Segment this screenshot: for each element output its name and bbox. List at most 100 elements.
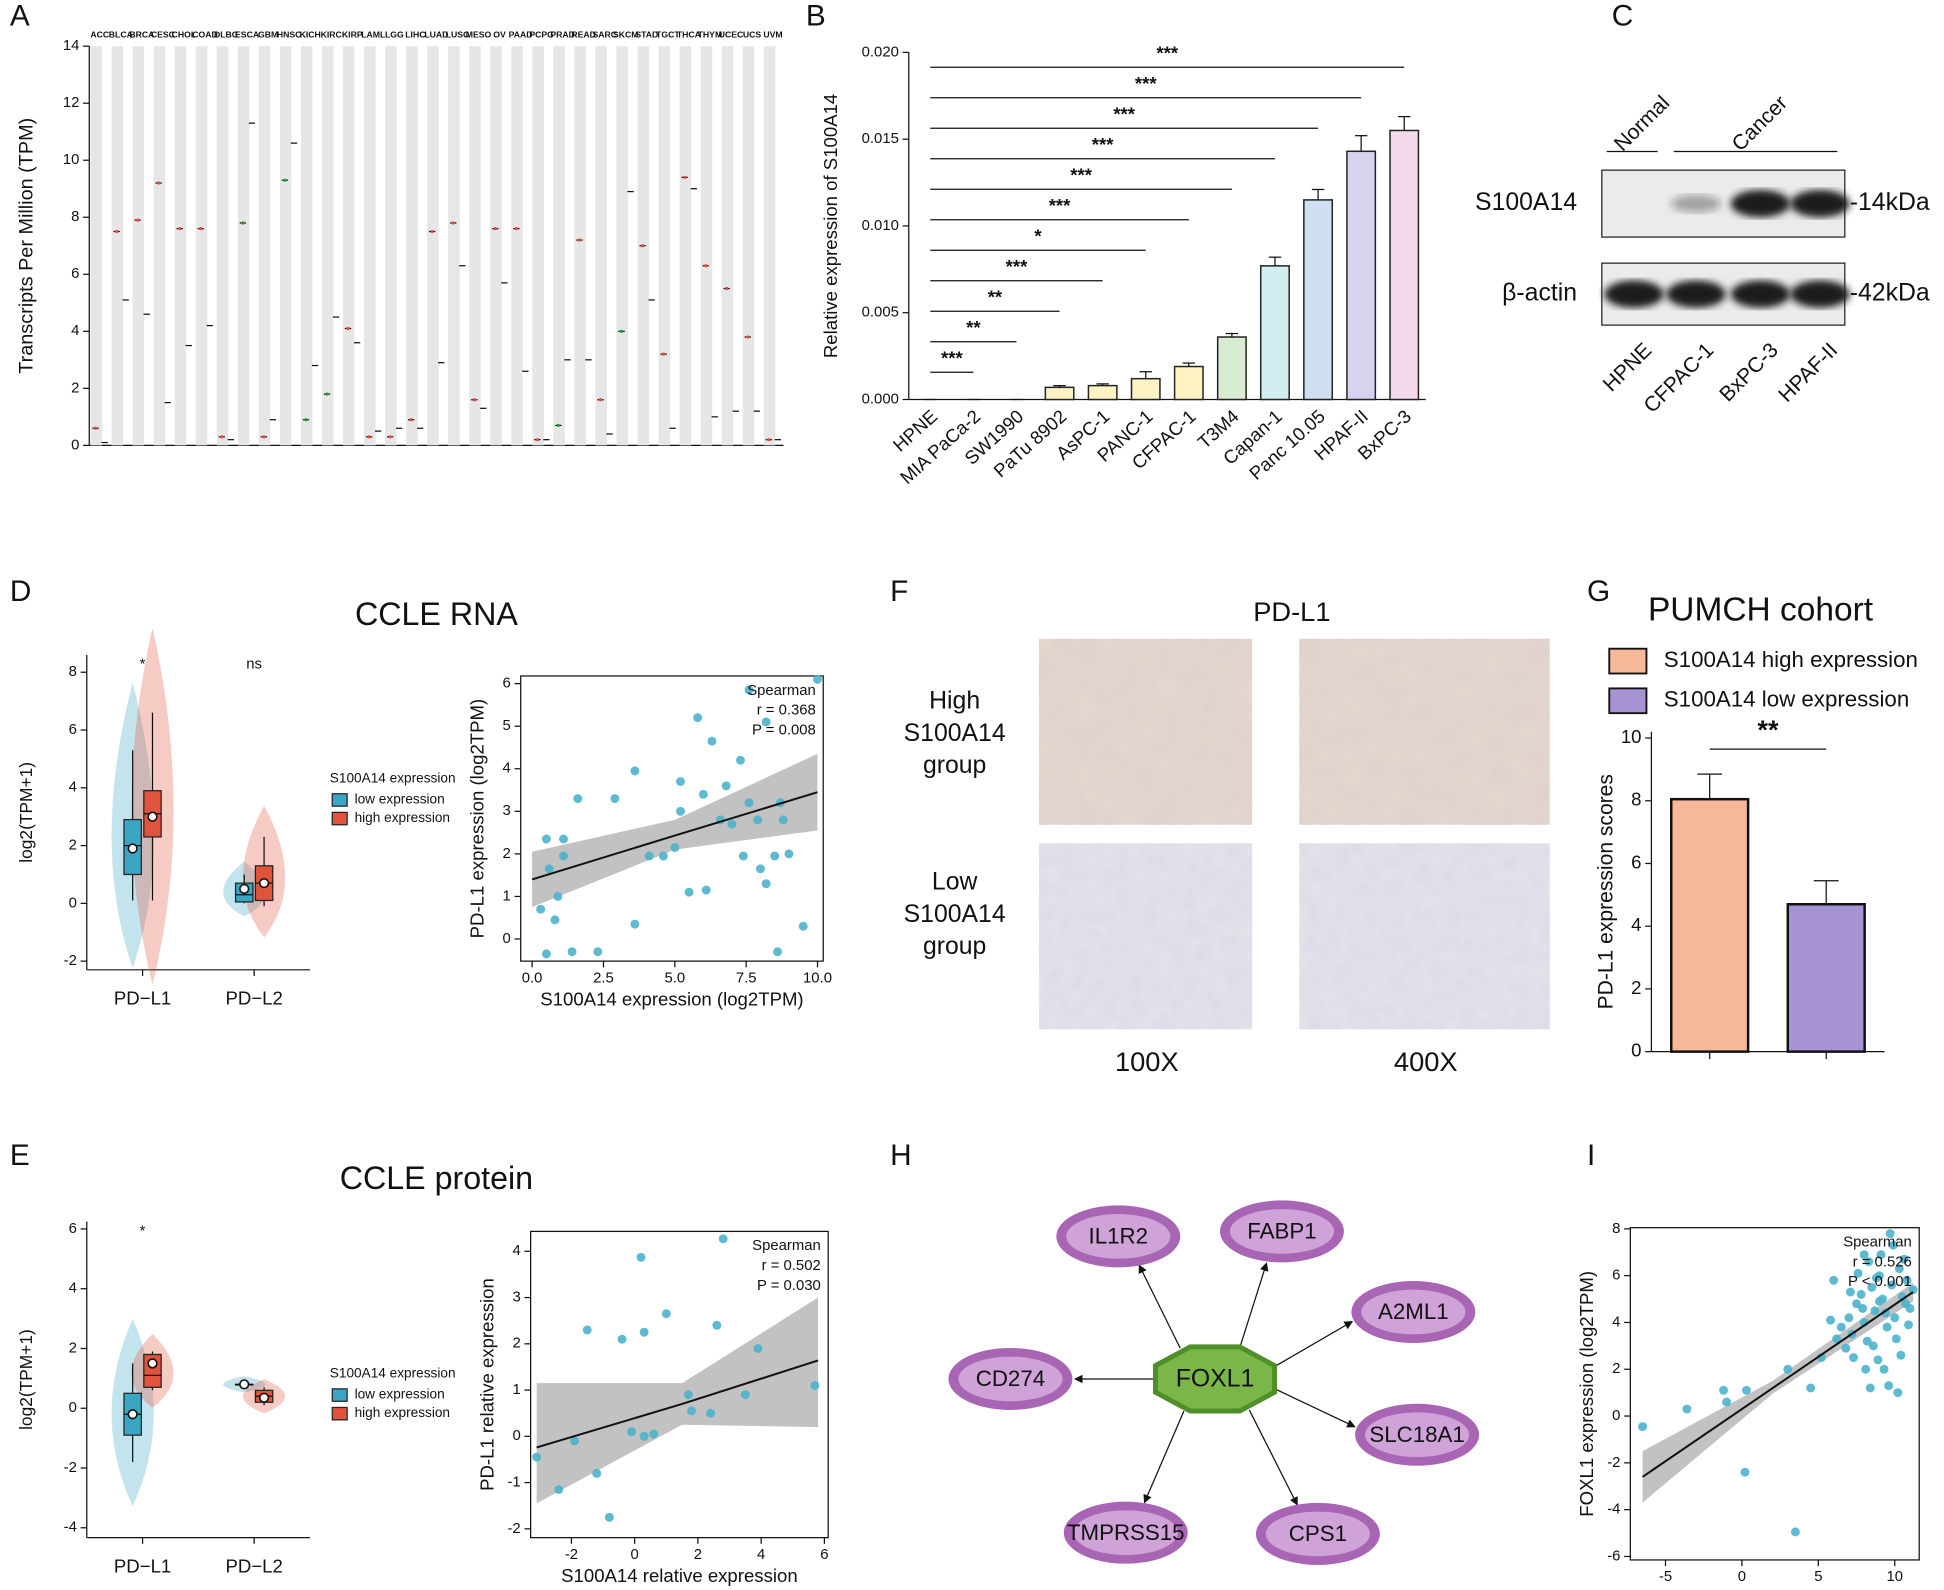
chart-title: CCLE RNA <box>355 596 518 632</box>
x-tick-label: 2 <box>694 1547 702 1563</box>
column-shade <box>427 46 439 446</box>
y-tick-label: 8 <box>71 209 79 225</box>
panel-label: E <box>10 1139 30 1172</box>
category-label: LUAD <box>424 29 448 39</box>
edge <box>1248 1409 1298 1506</box>
y-tick-label: 3 <box>503 803 511 819</box>
bar <box>1303 199 1334 401</box>
tumor-median-dot <box>683 175 687 179</box>
significance-label: *** <box>1156 43 1178 64</box>
y-tick-label: 6 <box>1631 851 1641 872</box>
point <box>1740 1467 1750 1477</box>
y-axis-label: Relative expression of S100A14 <box>820 94 841 358</box>
stat-label: r = 0.368 <box>757 703 816 719</box>
point <box>735 755 745 765</box>
point <box>559 851 568 861</box>
point <box>532 1452 542 1462</box>
legend-title: S100A14 expression <box>330 770 456 785</box>
point <box>1865 1383 1875 1393</box>
tumor-median-dot <box>640 244 645 248</box>
significance-label: ** <box>966 317 981 338</box>
column-shade <box>469 46 481 446</box>
y-tick-label: 0 <box>69 1400 77 1416</box>
category-label: ACC <box>90 29 110 39</box>
significance-label: *** <box>1135 73 1157 94</box>
legend-swatch <box>331 811 348 826</box>
point <box>740 1390 750 1400</box>
column-shade <box>763 46 776 446</box>
point <box>721 781 731 791</box>
x-tick-label: 10 <box>1886 1569 1903 1585</box>
tumor-median-dot <box>577 238 582 242</box>
category-label: UCS <box>743 29 762 39</box>
tumor-median-dot <box>262 435 266 439</box>
lane-label: BxPC-3 <box>1715 339 1783 407</box>
category-label: LGG <box>385 29 404 39</box>
significance-label: ** <box>988 287 1003 308</box>
y-tick-label: 10 <box>63 152 80 168</box>
y-tick-label: 0 <box>503 931 511 947</box>
point <box>1829 1275 1839 1285</box>
point <box>1783 1364 1793 1374</box>
x-tick-label: PD−L2 <box>225 1555 282 1576</box>
point <box>1849 1353 1858 1363</box>
row-label: High <box>929 688 980 715</box>
x-tick-label: 5.0 <box>664 970 685 986</box>
y-tick-label: 6 <box>71 266 79 282</box>
tumor-median-dot <box>598 398 603 402</box>
point <box>610 794 620 804</box>
column-shade <box>90 46 103 446</box>
tumor-median-dot <box>220 435 224 439</box>
gene-node-inner <box>1073 1510 1178 1555</box>
y-tick-label: 6 <box>503 676 511 692</box>
column-shade <box>658 46 671 446</box>
y-tick-label: -2 <box>64 953 77 969</box>
point <box>639 1431 649 1441</box>
plot-frame <box>520 675 824 962</box>
legend-swatch <box>1608 687 1648 715</box>
x-tick-label: -2 <box>565 1547 578 1563</box>
y-tick-label: -2 <box>507 1521 520 1537</box>
lane-label: HPNE <box>1599 339 1657 397</box>
row-label: S100A14 <box>1475 189 1577 216</box>
point <box>649 1429 659 1439</box>
point <box>773 947 783 957</box>
point <box>761 717 771 727</box>
tumor-median-dot <box>325 392 329 396</box>
point <box>1871 1273 1881 1283</box>
x-axis-label: S100A14 relative expression <box>561 1565 797 1586</box>
y-axis-label: PD-L1 expression (log2TPM) <box>466 699 487 939</box>
point <box>1682 1404 1692 1414</box>
chart-title: CCLE protein <box>340 1160 533 1196</box>
significance-label: *** <box>941 348 963 369</box>
y-tick-label: 6 <box>1612 1268 1620 1284</box>
point <box>567 947 577 957</box>
point <box>1852 1299 1862 1309</box>
category-label: BLCA <box>109 29 134 39</box>
point <box>1841 1343 1851 1353</box>
mean-point <box>258 877 270 889</box>
point <box>1826 1315 1836 1325</box>
point <box>813 674 822 684</box>
point <box>1888 1240 1898 1250</box>
tumor-median-dot <box>157 181 161 185</box>
point <box>553 891 563 901</box>
x-tick-label: 0 <box>631 1547 639 1563</box>
category-label: LAML <box>361 29 386 39</box>
point <box>1719 1385 1729 1395</box>
edge <box>1143 1410 1185 1504</box>
x-tick-label: 4 <box>757 1547 765 1563</box>
point <box>592 1468 602 1478</box>
tumor-median-dot <box>451 221 455 225</box>
point <box>1856 1289 1866 1299</box>
point <box>630 766 640 776</box>
gene-node-inner <box>1361 1289 1466 1335</box>
significance-label: ** <box>1757 714 1779 745</box>
category-label: DLBC <box>214 29 239 39</box>
hub-node <box>1152 1344 1278 1414</box>
stat-label: Spearman <box>747 683 816 699</box>
tumor-median-dot <box>535 438 540 442</box>
point <box>630 919 640 929</box>
point <box>753 815 763 825</box>
point <box>1875 1296 1884 1306</box>
